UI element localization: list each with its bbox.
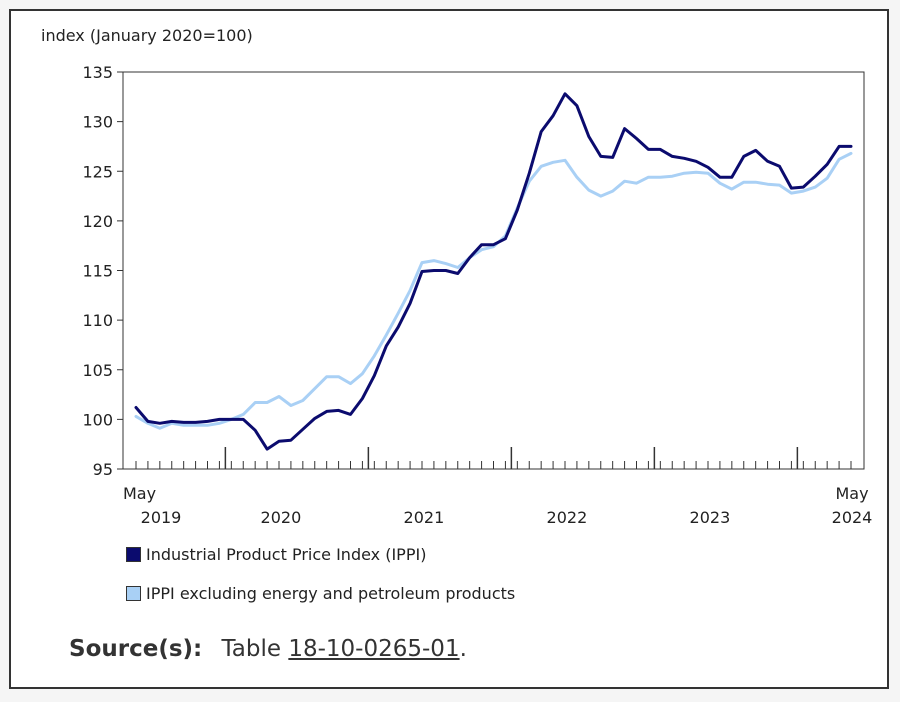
x-tick-label: 2021 (404, 508, 445, 527)
source-label: Source(s): (69, 636, 203, 662)
x-axis: May 2019 2020 2021 2022 2023 May 2024 (123, 447, 872, 527)
x-tick-label: May (835, 484, 868, 503)
series-line-ippi-excl-energy (134, 151, 853, 430)
x-tick-label: 2023 (690, 508, 731, 527)
legend-item-ippi: Industrial Product Price Index (IPPI) (126, 543, 515, 565)
legend-label-ippi: Industrial Product Price Index (IPPI) (146, 544, 427, 564)
y-tick-label: 95 (93, 460, 113, 479)
x-tick-label: 2020 (261, 508, 302, 527)
y-tick-label: 105 (82, 361, 113, 380)
source-note: Source(s): Table 18-10-0265-01. (69, 636, 467, 662)
legend-label-ippi-excl-energy: IPPI excluding energy and petroleum prod… (146, 583, 516, 603)
y-tick-label: 135 (82, 63, 113, 82)
source-prefix: Table (221, 636, 282, 662)
y-tick-label: 115 (82, 262, 113, 281)
chart-figure: index (January 2020=100) 95 100 105 110 115 1… (9, 9, 889, 689)
y-tick-label: 125 (82, 162, 113, 181)
y-axis-title: index (January 2020=100) (41, 26, 253, 45)
legend-item-ippi-excl-energy: IPPI excluding energy and petroleum prod… (126, 582, 515, 604)
x-tick-label: 2024 (832, 508, 873, 527)
source-table-link[interactable]: 18-10-0265-01 (288, 636, 460, 662)
series-line-ippi (134, 92, 853, 451)
plot-area (122, 71, 865, 470)
x-tick-label: 2022 (547, 508, 588, 527)
line-chart: index (January 2020=100) 95 100 105 110 115 1… (41, 26, 872, 527)
x-tick-label: May (123, 484, 156, 503)
y-tick-label: 100 (82, 410, 113, 429)
series-group (134, 92, 853, 451)
legend-swatch-ippi (126, 546, 141, 562)
y-tick-label: 130 (82, 113, 113, 132)
y-tick-label: 110 (82, 311, 113, 330)
y-tick-label: 120 (82, 212, 113, 231)
legend-swatch-ippi-excl-energy (126, 585, 141, 601)
source-suffix: . (459, 636, 467, 662)
y-axis: 95 100 105 110 115 120 125 130 135 (82, 63, 123, 479)
legend: Industrial Product Price Index (IPPI) IP… (126, 543, 515, 621)
x-tick-label: 2019 (141, 508, 182, 527)
